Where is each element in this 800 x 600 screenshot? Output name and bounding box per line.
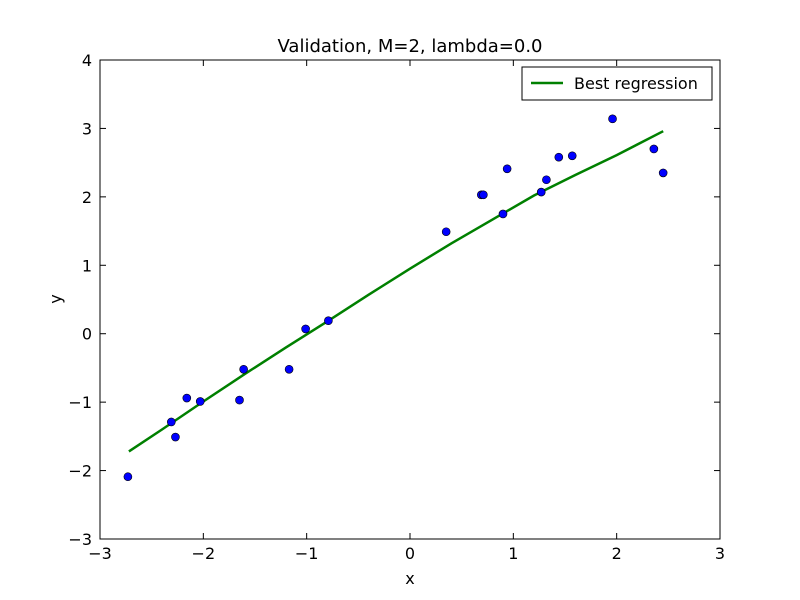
series-line-best-regression — [128, 130, 664, 453]
y-tick-label: 3 — [82, 119, 92, 138]
data-point — [658, 168, 668, 178]
data-point — [324, 316, 333, 326]
x-tick-label: 0 — [405, 544, 415, 563]
data-point — [123, 472, 133, 482]
data-point — [542, 175, 551, 185]
data-point — [167, 417, 176, 427]
data-point — [182, 393, 192, 403]
y-tick-label: −3 — [68, 530, 92, 549]
y-tick-label: 0 — [82, 325, 92, 344]
x-tick-label: −1 — [295, 544, 319, 563]
x-tick-label: 2 — [612, 544, 622, 563]
x-tick-label: −3 — [88, 544, 112, 563]
data-point — [567, 151, 577, 161]
x-tick-label: 3 — [715, 544, 725, 563]
data-point — [284, 364, 294, 374]
data-point — [235, 395, 244, 405]
data-point — [498, 209, 508, 219]
legend: Best regression — [521, 66, 713, 101]
y-tick-label: 1 — [82, 256, 92, 275]
x-axis-title: x — [405, 569, 414, 588]
data-point — [502, 164, 512, 174]
x-tick-label: −2 — [192, 544, 216, 563]
plot-area — [123, 114, 668, 482]
y-tick-label: −2 — [68, 462, 92, 481]
data-point — [239, 364, 248, 374]
data-point — [608, 114, 617, 124]
y-tick-label: 2 — [82, 188, 92, 207]
data-point — [554, 152, 564, 162]
y-axis-title: y — [46, 294, 65, 303]
chart-title: Validation, M=2, lambda=0.0 — [278, 36, 543, 57]
legend-label-best-regression: Best regression — [574, 74, 698, 93]
data-point — [441, 227, 451, 237]
data-point — [479, 190, 488, 200]
x-tick-label: 1 — [508, 544, 518, 563]
y-tick-label: −1 — [68, 393, 92, 412]
data-point — [649, 144, 659, 154]
data-point — [171, 432, 180, 442]
data-point — [536, 187, 546, 197]
data-point — [301, 324, 310, 334]
data-point — [195, 397, 205, 406]
y-tick-label: 4 — [82, 51, 92, 70]
